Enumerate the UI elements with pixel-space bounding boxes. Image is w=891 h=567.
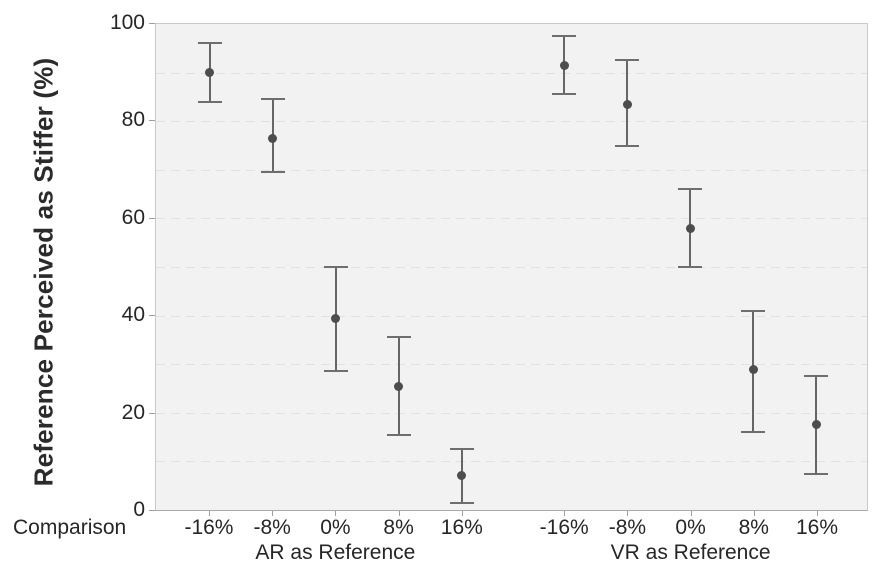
error-bar-cap-top [741,309,766,312]
error-bar-cap-bottom [804,472,829,475]
x-tick-mark [335,511,337,516]
gridline-10 [156,461,867,463]
x-tick-label: 8% [738,516,769,539]
data-point-dot [685,223,695,233]
y-tick-mark-40 [149,315,155,317]
x-tick-label: 8% [383,516,414,539]
x-tick-label: -8% [253,516,291,539]
gridline-50 [156,267,867,268]
error-bar-cap-top [386,336,411,339]
x-tick-label: -16% [184,516,234,539]
gridline-80 [156,121,867,123]
plot-area [155,23,868,511]
error-bar-cap-bottom [260,171,285,174]
x-tick-label: 16% [796,516,839,539]
group-label: AR as Reference [255,541,416,564]
x-tick-mark [398,511,400,516]
y-tick-label-40: 40 [121,303,145,327]
error-bar-cap-bottom [552,93,577,96]
y-tick-mark-100 [149,23,155,24]
error-bar-cap-top [260,98,285,101]
y-tick-label-0: 0 [133,498,145,521]
x-tick-mark [627,511,629,516]
data-point-dot [748,364,758,374]
x-tick-label: 16% [440,516,483,539]
error-bar-cap-bottom [323,370,348,373]
error-bar-cap-bottom [678,266,703,268]
error-bar-cap-top [197,42,222,45]
group-label: VR as Reference [610,541,771,564]
error-bar-cap-bottom [615,144,640,147]
data-point-dot [559,60,569,70]
x-tick-label: -8% [608,516,647,539]
x-tick-label: 0% [320,516,351,539]
error-bar-cap-bottom [386,433,411,436]
y-tick-mark-0 [149,510,155,511]
gridline-90 [156,72,867,74]
error-bar-cap-top [804,375,829,378]
error-bar-cap-bottom [197,100,222,103]
x-tick-mark [272,511,274,516]
error-bar-cap-top [615,59,640,62]
x-axis-title: Comparison [13,516,127,539]
gridline-30 [156,364,867,366]
error-bar-cap-top [323,266,348,268]
error-bar-cap-top [449,448,474,451]
y-tick-mark-20 [149,412,155,414]
data-point-dot [205,68,215,78]
x-tick-mark [753,511,755,516]
data-point-dot [394,381,404,391]
gridline-70 [156,169,867,171]
y-tick-label-20: 20 [121,400,145,424]
x-tick-mark [817,511,819,516]
data-point-dot [268,133,278,143]
data-point-dot [331,313,341,323]
x-tick-label: -16% [539,516,589,539]
gridline-60 [156,218,867,220]
y-tick-mark-80 [149,120,155,122]
y-tick-label-60: 60 [121,205,145,229]
y-tick-label-100: 100 [109,11,145,34]
data-point-dot [622,99,632,109]
x-tick-mark [461,511,463,516]
gridline-20 [156,412,867,414]
x-tick-mark [564,511,566,516]
x-tick-label: 0% [675,516,706,539]
data-point-dot [457,471,467,481]
y-tick-mark-60 [149,217,155,219]
error-bar-cap-bottom [449,501,474,504]
error-bar-cap-top [552,35,577,38]
x-tick-mark [208,511,210,516]
gridline-40 [156,315,867,317]
data-point-dot [811,420,821,430]
error-bar-cap-bottom [741,431,766,434]
error-bar-cap-top [678,188,703,191]
y-tick-label-80: 80 [121,108,145,132]
x-tick-mark [690,511,692,516]
